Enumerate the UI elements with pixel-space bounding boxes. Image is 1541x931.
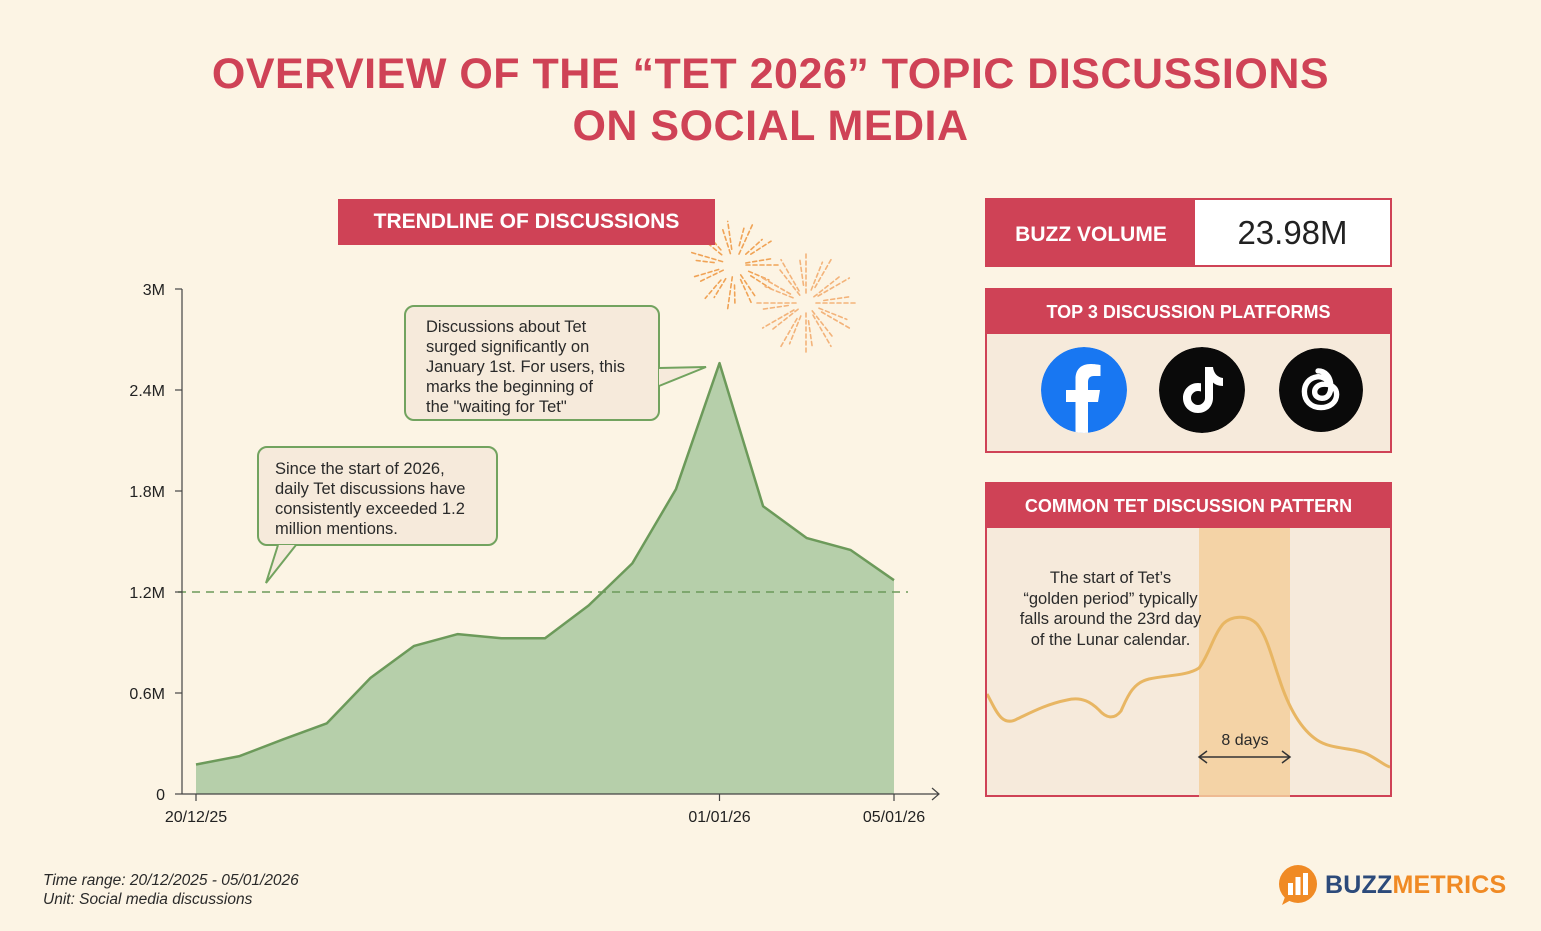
bubble-line: daily Tet discussions have xyxy=(275,480,466,498)
firework-ray xyxy=(695,259,715,264)
unit-note: Unit: Social media discussions xyxy=(43,891,253,908)
firework-ray xyxy=(777,267,801,296)
peak-annotation-bubble: Discussions about Tet surged significant… xyxy=(404,305,660,421)
buzz-volume-value: 23.98M xyxy=(1237,213,1348,251)
y-tick-label: 0.6M xyxy=(129,686,165,703)
firework-ray xyxy=(780,317,798,348)
firework-ray xyxy=(761,309,795,329)
firework-ray xyxy=(822,295,851,302)
bubble-line: marks the beginning of xyxy=(426,378,593,396)
x-tick-label: 20/12/25 xyxy=(165,809,227,826)
bubble-line: surged significantly on xyxy=(426,338,590,356)
time-range-note: Time range: 20/12/2025 - 05/01/2026 xyxy=(43,872,299,889)
firework-ray xyxy=(807,319,814,348)
x-tick-label: 05/01/26 xyxy=(863,809,925,826)
pattern-curve: 8 days xyxy=(987,528,1390,797)
firework-ray xyxy=(798,258,805,287)
firework-ray xyxy=(739,278,754,306)
tiktok-icon xyxy=(1159,347,1245,433)
title-line-1: OVERVIEW OF THE “TET 2026” TOPIC DISCUSS… xyxy=(211,50,1330,98)
x-tick-label: 01/01/26 xyxy=(688,809,750,826)
y-tick-label: 2.4M xyxy=(129,383,165,400)
firework-ray xyxy=(764,285,794,299)
firework-ray xyxy=(690,251,724,263)
y-tick-label: 0 xyxy=(156,787,165,804)
firework-ray xyxy=(811,310,835,339)
firework-ray xyxy=(747,270,770,281)
firework-ray xyxy=(749,274,772,290)
facebook-icon xyxy=(1041,347,1127,433)
area-fill xyxy=(196,363,894,794)
days-arrow xyxy=(1197,750,1292,764)
threads-icon xyxy=(1279,348,1363,432)
bubble-line: January 1st. For users, this xyxy=(426,358,625,376)
pattern-text-line: falls around the 23rd day xyxy=(1019,610,1202,628)
firework-ray xyxy=(744,238,763,255)
firework-ray xyxy=(810,261,824,291)
firework-ray xyxy=(698,269,725,283)
firework-ray xyxy=(690,268,720,279)
y-tick-label: 3M xyxy=(143,282,165,299)
buzz-volume-card: BUZZ VOLUME 23.98M xyxy=(985,198,1392,267)
firework-ray xyxy=(761,304,790,311)
firework-ray xyxy=(738,227,745,247)
buzzmetrics-logo: BUZZMETRICS xyxy=(1277,864,1506,906)
firework-ray xyxy=(726,276,734,310)
firework-ray xyxy=(770,308,799,332)
logo-metrics: METRICS xyxy=(1392,870,1507,899)
pattern-text-line: “golden period” typically xyxy=(1023,589,1198,608)
bubble-line: million mentions. xyxy=(275,520,398,538)
firework-ray xyxy=(817,277,851,297)
trendline-banner: TRENDLINE OF DISCUSSIONS xyxy=(338,199,715,245)
footnote: Time range: 20/12/2025 - 05/01/2026 Unit… xyxy=(43,871,299,909)
firework-ray xyxy=(738,224,754,255)
x-axis-arrow xyxy=(931,787,940,801)
firework-ray xyxy=(812,314,832,348)
firework-ray xyxy=(813,274,842,298)
pattern-text-line: The start of Tet’s xyxy=(1049,569,1172,587)
firework-ray xyxy=(704,279,722,300)
pattern-description: The start of Tet’s “golden period” typic… xyxy=(987,568,1234,650)
platform-icons xyxy=(987,334,1390,453)
days-label: 8 days xyxy=(1221,732,1268,749)
pattern-illustration: 8 days The start of Tet’s “golden period… xyxy=(987,528,1390,797)
firework-ray xyxy=(744,257,773,264)
buzz-volume-label: BUZZ VOLUME xyxy=(987,200,1195,265)
threshold-annotation-bubble: Since the start of 2026, daily Tet discu… xyxy=(257,446,498,546)
fireworks-decoration xyxy=(690,220,857,354)
buzzmetrics-logo-icon xyxy=(1279,865,1317,905)
top-platforms-title: TOP 3 DISCUSSION PLATFORMS xyxy=(987,290,1390,334)
firework-ray xyxy=(749,240,772,255)
pattern-text-line: of the Lunar calendar. xyxy=(1030,630,1191,649)
bubble-line: Discussions about Tet xyxy=(426,318,587,336)
pattern-line xyxy=(987,615,1390,769)
bubble-line: the "waiting for Tet" xyxy=(426,398,567,416)
logo-text: BUZZMETRICS xyxy=(1325,871,1506,900)
firework-ray xyxy=(814,258,832,289)
discussion-pattern-panel: COMMON TET DISCUSSION PATTERN 8 days The… xyxy=(985,482,1392,797)
bubble-line: consistently exceeded 1.2 xyxy=(275,500,465,518)
firework-ray xyxy=(788,315,802,345)
firework-ray xyxy=(739,274,757,298)
firework-ray xyxy=(721,228,732,255)
discussion-pattern-title: COMMON TET DISCUSSION PATTERN xyxy=(987,484,1390,528)
firework-ray xyxy=(726,220,733,250)
y-tick-label: 1.2M xyxy=(129,585,165,602)
firework-ray xyxy=(820,311,851,329)
firework-ray xyxy=(818,307,848,321)
top-platforms-panel: TOP 3 DISCUSSION PLATFORMS xyxy=(985,288,1392,453)
bubble-line: Since the start of 2026, xyxy=(275,460,445,478)
logo-buzz: BUZZ xyxy=(1325,870,1393,899)
firework-ray xyxy=(780,258,800,292)
firework-ray xyxy=(713,277,727,299)
y-tick-label: 1.8M xyxy=(129,484,165,501)
firework-ray xyxy=(704,230,722,251)
page-title: OVERVIEW OF THE “TET 2026” TOPIC DISCUSS… xyxy=(0,48,1541,152)
firework-ray xyxy=(761,277,792,295)
title-line-2: ON SOCIAL MEDIA xyxy=(572,102,969,150)
